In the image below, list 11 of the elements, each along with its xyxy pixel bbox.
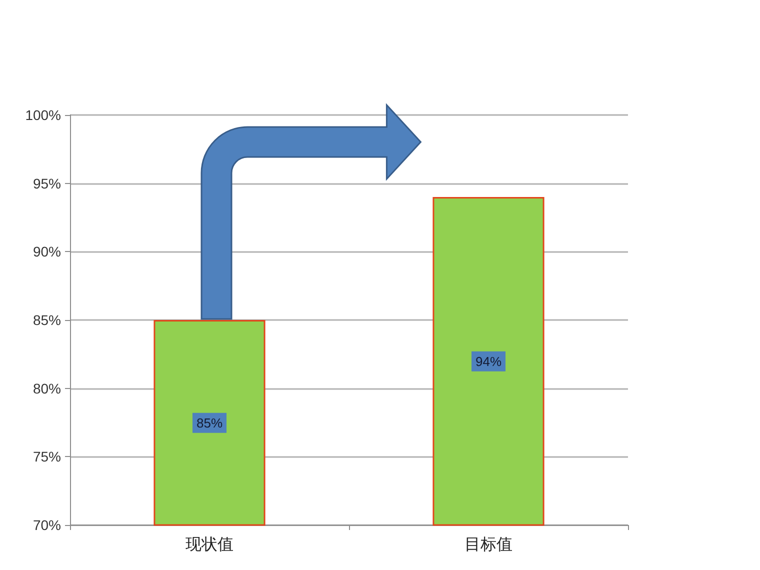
y-tick-label: 100%	[25, 107, 61, 123]
y-tick-label: 85%	[32, 312, 61, 328]
y-tick-label: 80%	[32, 380, 61, 396]
y-tick-label: 70%	[32, 517, 61, 533]
y-tick-label: 90%	[32, 244, 61, 260]
y-tick-label: 75%	[32, 448, 61, 465]
y-tick-label: 95%	[32, 175, 61, 192]
data-label: 94%	[475, 354, 502, 369]
x-tick-label: 目标值	[464, 536, 512, 554]
data-label: 85%	[196, 415, 223, 430]
x-tick-label: 现状值	[186, 536, 234, 554]
